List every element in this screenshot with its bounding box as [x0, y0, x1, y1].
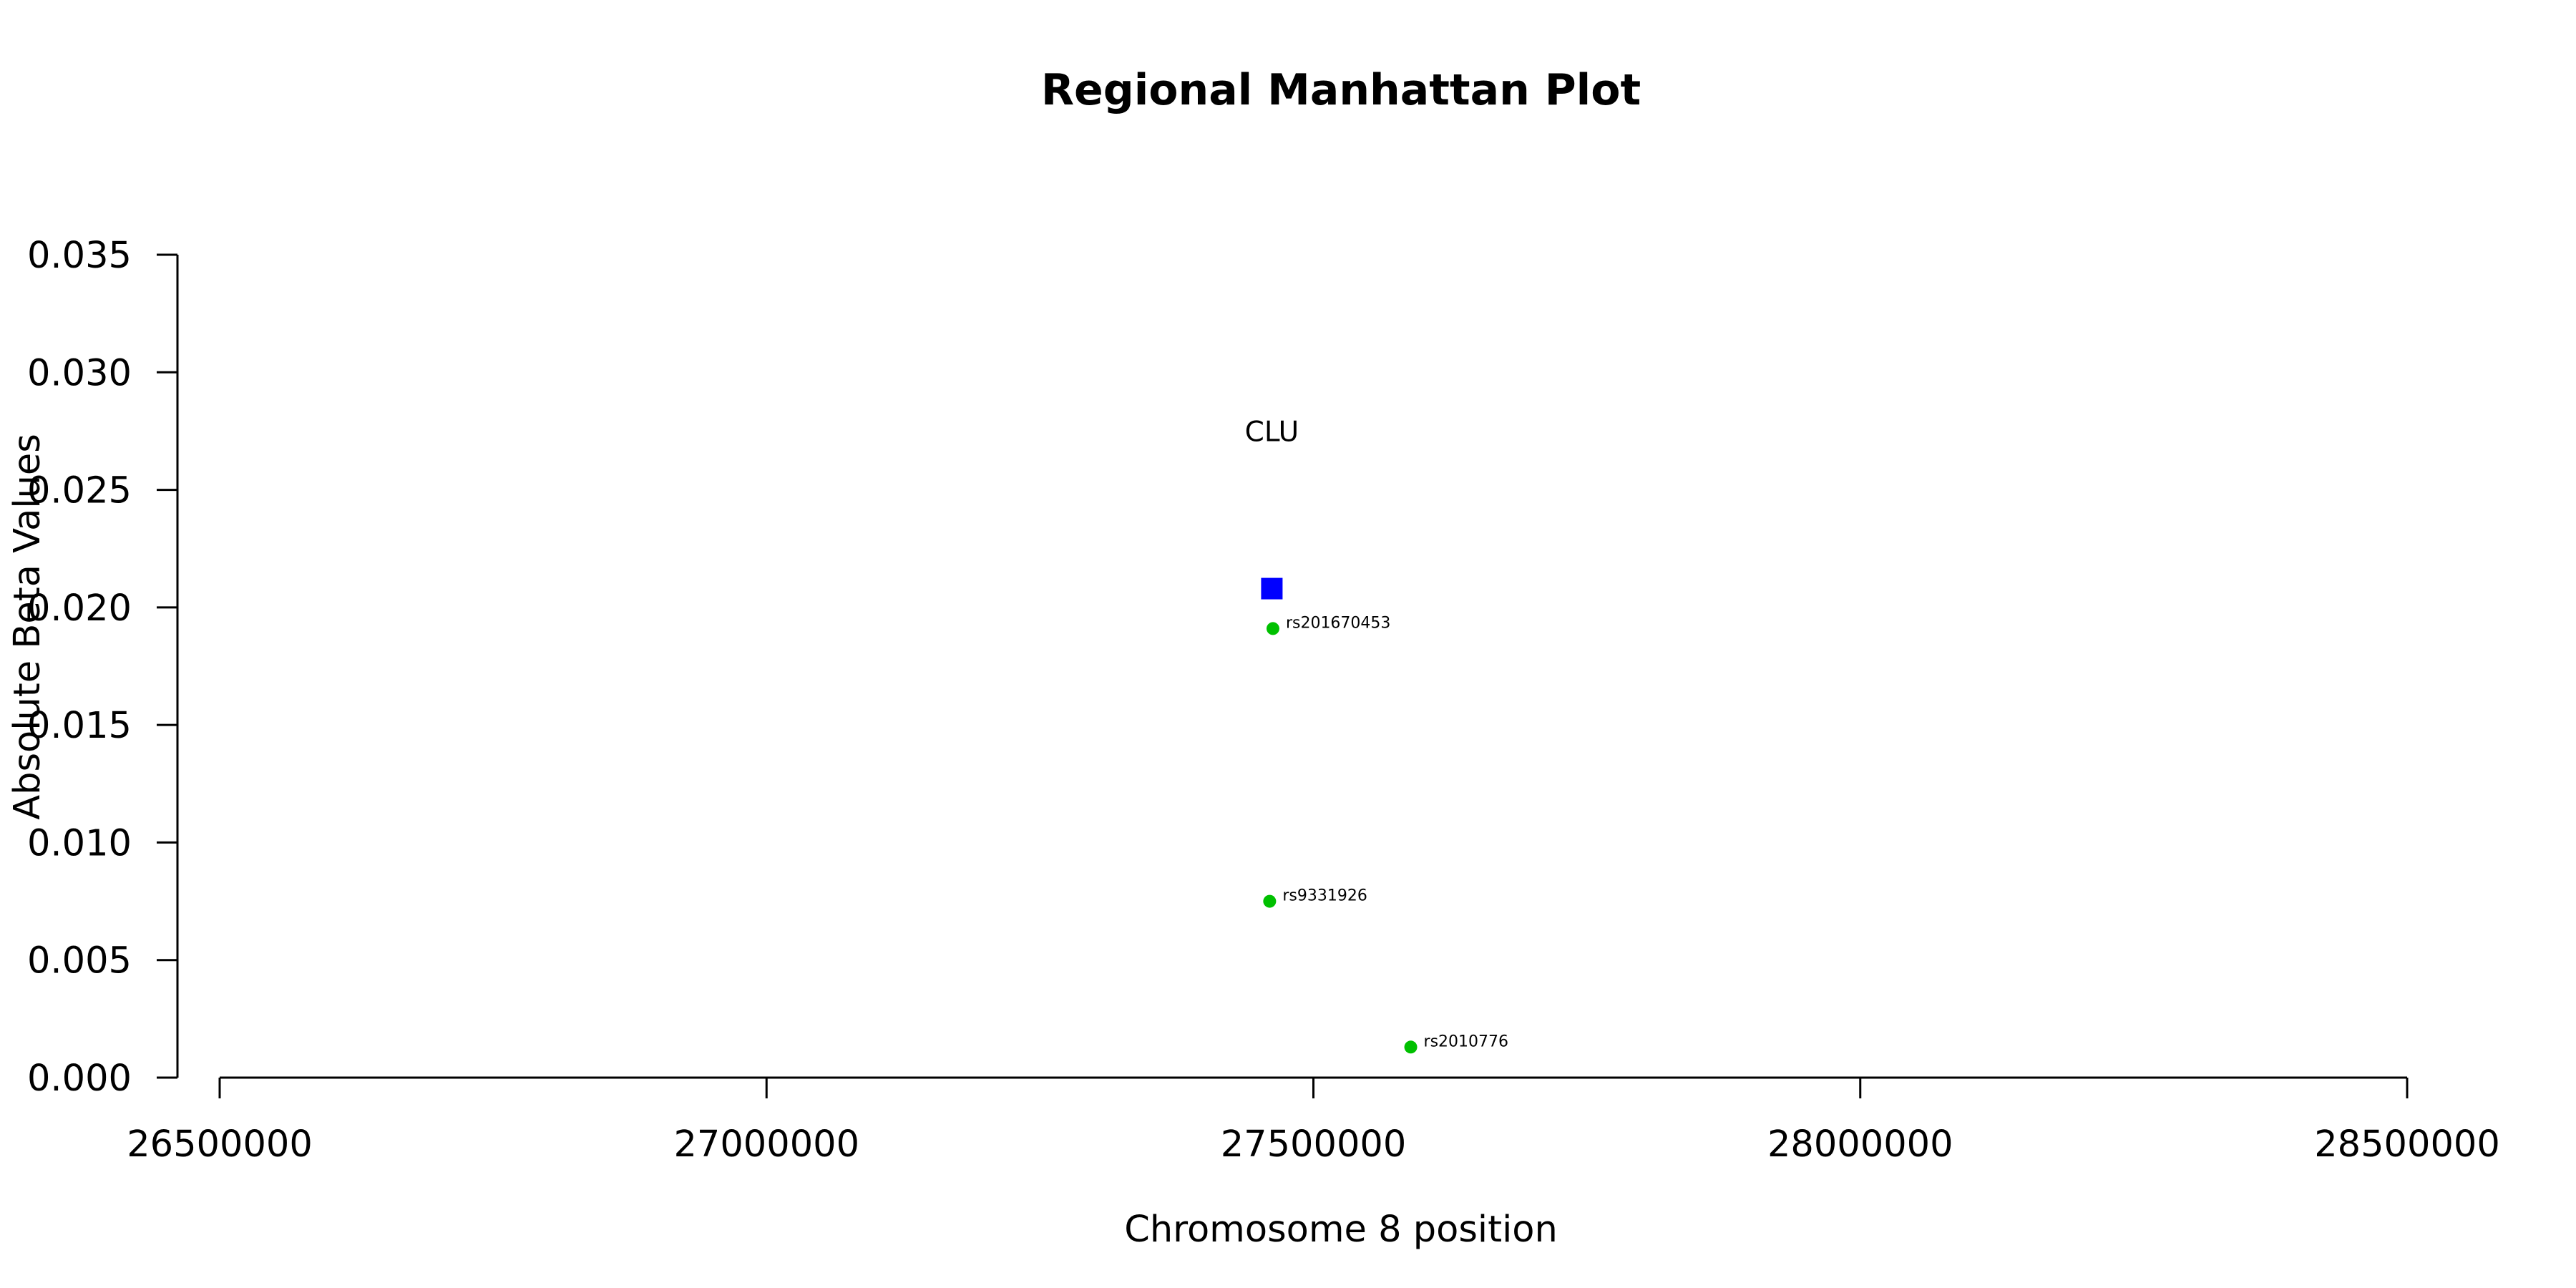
x-tick-label: 28500000: [2314, 1123, 2500, 1166]
y-tick-label: 0.030: [27, 352, 132, 394]
snp-label: rs2010776: [1424, 1033, 1509, 1050]
gene-marker: [1261, 577, 1283, 600]
x-tick-label: 26500000: [127, 1123, 313, 1166]
y-tick-label: 0.020: [27, 587, 132, 630]
snp-point: [1404, 1040, 1418, 1054]
snp-label: rs9331926: [1282, 887, 1367, 905]
y-tick-label: 0.035: [27, 235, 132, 277]
chart-title: Regional Manhattan Plot: [1041, 65, 1641, 115]
snp-layer: rs201670453 rs9331926 rs2010776: [1263, 614, 1509, 1054]
y-tick-label: 0.005: [27, 940, 132, 982]
y-tick-label: 0.010: [27, 822, 132, 864]
x-tick-label: 27000000: [673, 1123, 859, 1166]
y-tick-label: 0.000: [27, 1058, 132, 1100]
x-axis-ticks: 26500000 27000000 27500000 28000000 28500000: [127, 1078, 2500, 1166]
snp-point: [1263, 894, 1277, 908]
x-tick-label: 27500000: [1221, 1123, 1407, 1166]
y-axis-ticks: 0.000 0.005 0.010 0.015 0.020 0.025 0.030 0.035: [27, 235, 177, 1100]
x-axis-label: Chromosome 8 position: [1124, 1209, 1558, 1251]
x-tick-label: 28000000: [1767, 1123, 1953, 1166]
y-tick-label: 0.015: [27, 705, 132, 747]
snp-point: [1266, 622, 1279, 635]
snp-label: rs201670453: [1286, 614, 1390, 632]
y-axis-label: Absolute Beta Values: [6, 434, 49, 820]
y-tick-label: 0.025: [27, 470, 132, 512]
gene-layer: CLU: [1245, 416, 1299, 600]
gene-label: CLU: [1245, 416, 1299, 448]
